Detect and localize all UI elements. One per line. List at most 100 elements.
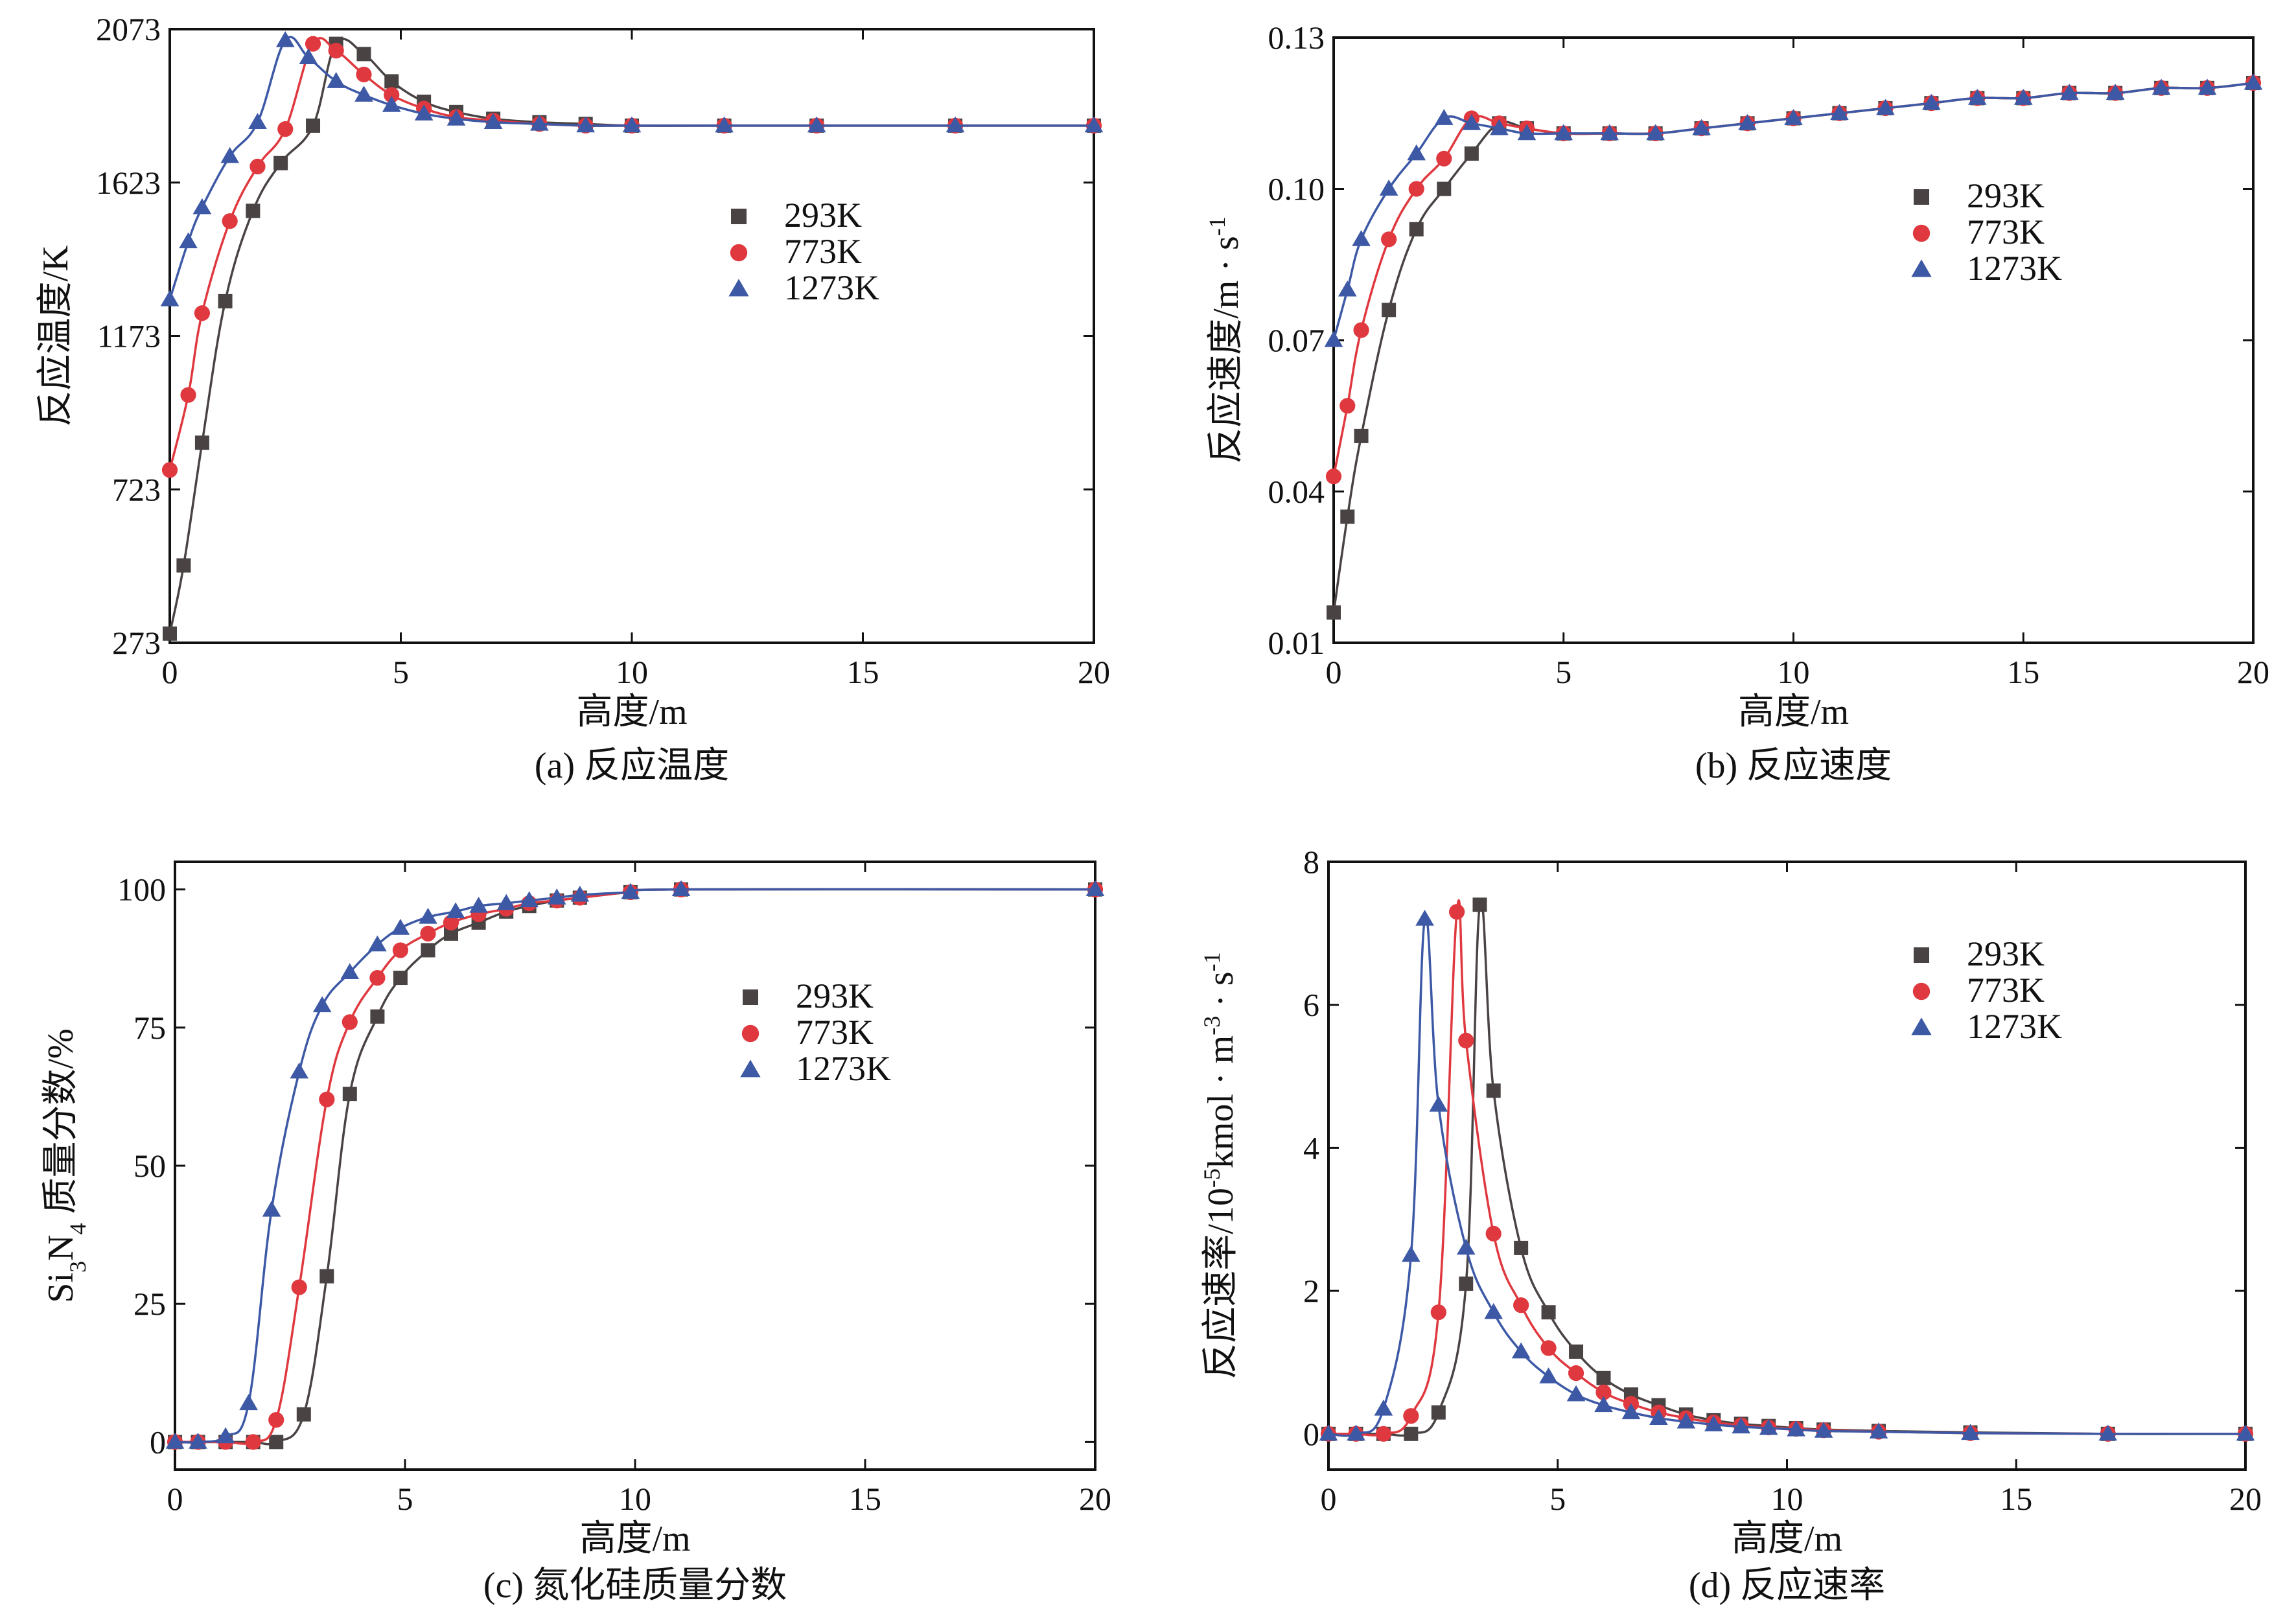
data-point-d-1273K xyxy=(1539,1367,1558,1383)
data-point-c-773K xyxy=(291,1279,307,1295)
chart-panel-c: 0 5 10 15 20 0 25 50 75 100 高度/m Si3N4 质量分数/% (c) 氮化… xyxy=(41,861,1111,1606)
data-point-c-1273K xyxy=(340,963,360,979)
data-point-b-773K xyxy=(1381,231,1397,248)
x-axis-title-a: 高度/m xyxy=(576,692,687,732)
data-point-b-1273K xyxy=(1379,179,1398,196)
legend-label-c-293K: 293K xyxy=(796,977,874,1015)
caption-c: (c) 氮化硅质量分数 xyxy=(483,1566,787,1606)
data-point-d-1273K xyxy=(1621,1403,1641,1420)
legend-marker-a-773K xyxy=(730,244,748,262)
data-point-c-293K xyxy=(421,943,435,958)
data-point-d-773K xyxy=(1449,904,1465,920)
data-point-b-1273K xyxy=(2244,73,2263,90)
series-line-c-773K xyxy=(175,888,1096,1445)
chart-panel-b: 0 5 10 15 20 0.01 0.04 0.07 0.10 0.13 高度/m 反应速度/m ·… xyxy=(1204,19,2269,786)
data-point-d-1273K xyxy=(1402,1245,1421,1262)
data-point-a-1273K xyxy=(576,116,596,133)
data-point-b-1273K xyxy=(2013,89,2033,105)
y-tick-label-c: 100 xyxy=(117,872,166,908)
data-point-d-773K xyxy=(1458,1032,1474,1048)
data-point-c-773K xyxy=(245,1434,261,1450)
y-axis-title-a: 反应温度/K xyxy=(36,246,76,427)
y-tick-label-c: 25 xyxy=(133,1286,166,1322)
data-point-b-1273K xyxy=(1324,330,1343,347)
data-point-b-293K xyxy=(1409,222,1424,237)
y-tick-label-d: 4 xyxy=(1303,1129,1319,1166)
legend-marker-d-1273K xyxy=(1911,1017,1932,1035)
data-point-a-1273K xyxy=(622,116,642,133)
y-tick-label-b: 0.07 xyxy=(1268,322,1325,358)
legend-label-b-293K: 293K xyxy=(1967,176,2045,215)
data-point-d-1273K xyxy=(1415,909,1434,926)
data-point-d-293K xyxy=(1404,1426,1419,1441)
data-point-c-293K xyxy=(296,1407,311,1422)
data-point-d-1273K xyxy=(1374,1399,1393,1416)
legend-marker-d-293K xyxy=(1914,947,1929,963)
chart-panel-d: 0 5 10 15 20 0 2 4 6 8 高度/m 反应速率/10-5kmol · m-3 · s… xyxy=(1199,844,2262,1606)
x-tick-label-d: 15 xyxy=(2000,1481,2032,1517)
x-tick-label-a: 5 xyxy=(393,654,409,690)
legend-label-d-1273K: 1273K xyxy=(1967,1007,2062,1046)
data-point-b-1273K xyxy=(1876,98,1895,115)
data-point-c-1273K xyxy=(1085,880,1105,897)
series-line-d-773K xyxy=(1328,899,2246,1437)
data-point-c-1273K xyxy=(239,1394,258,1411)
data-point-d-1273K xyxy=(1594,1396,1613,1413)
data-point-d-1273K xyxy=(2098,1424,2118,1441)
y-tick-label-d: 8 xyxy=(1303,844,1319,880)
y-tick-label-c: 0 xyxy=(150,1424,166,1460)
series-line-a-1273K xyxy=(168,36,1094,300)
data-point-a-773K xyxy=(356,66,372,83)
legend-marker-b-773K xyxy=(1912,224,1931,242)
data-point-d-293K xyxy=(1541,1305,1556,1320)
legend-label-d-293K: 293K xyxy=(1967,934,2045,973)
data-point-a-773K xyxy=(305,36,321,52)
data-point-a-293K xyxy=(163,626,177,641)
data-point-a-293K xyxy=(194,435,209,450)
data-point-b-293K xyxy=(1437,181,1452,196)
data-point-b-1273K xyxy=(1784,109,1803,125)
data-point-c-1273K xyxy=(621,883,640,899)
chart-panel-a: 0 5 10 15 20 273 723 1173 1623 2073 高度/m 反应温度/K (a) … xyxy=(36,11,1110,786)
x-tick-label-a: 20 xyxy=(1078,654,1110,690)
data-point-d-773K xyxy=(1513,1297,1529,1313)
legend-label-a-773K: 773K xyxy=(784,232,862,271)
legend-marker-d-773K xyxy=(1912,982,1931,1000)
plot-frame-d xyxy=(1327,861,2247,1471)
data-point-a-1273K xyxy=(327,72,346,88)
data-point-c-293K xyxy=(444,926,458,941)
legend-label-c-1273K: 1273K xyxy=(796,1049,891,1088)
data-point-a-1273K xyxy=(179,232,198,249)
series-line-b-773K xyxy=(1332,82,2254,477)
data-point-c-1273K xyxy=(419,907,437,924)
data-point-d-773K xyxy=(1403,1408,1419,1424)
legend-marker-a-1273K xyxy=(728,279,749,297)
data-point-a-1273K xyxy=(382,96,401,112)
data-point-b-773K xyxy=(1339,398,1356,414)
legend-marker-b-293K xyxy=(1914,189,1929,205)
data-point-a-1273K xyxy=(1084,116,1104,133)
legend-label-d-773K: 773K xyxy=(1967,971,2045,1010)
data-point-d-1273K xyxy=(1704,1415,1723,1431)
legend-label-a-293K: 293K xyxy=(784,196,862,235)
data-point-a-1273K xyxy=(414,104,434,121)
data-point-d-773K xyxy=(1568,1365,1584,1381)
data-point-c-293K xyxy=(342,1087,357,1102)
data-point-c-773K xyxy=(268,1412,284,1428)
x-tick-label-b: 15 xyxy=(2007,654,2039,690)
data-point-a-293K xyxy=(306,118,321,133)
data-point-d-773K xyxy=(1595,1384,1612,1400)
caption-b: (b) 反应速度 xyxy=(1695,746,1892,786)
data-point-d-293K xyxy=(1596,1370,1611,1385)
data-point-d-1273K xyxy=(1649,1409,1668,1425)
y-tick-label-a: 273 xyxy=(112,625,161,661)
data-point-b-1273K xyxy=(1352,230,1371,246)
data-point-c-293K xyxy=(370,1009,385,1024)
data-point-a-773K xyxy=(180,387,196,403)
x-tick-label-a: 10 xyxy=(616,654,648,690)
data-point-b-1273K xyxy=(1517,124,1536,141)
data-point-c-1273K xyxy=(520,891,539,908)
data-point-a-773K xyxy=(384,87,400,103)
data-point-a-1273K xyxy=(483,113,503,130)
data-point-b-1273K xyxy=(1738,113,1757,130)
